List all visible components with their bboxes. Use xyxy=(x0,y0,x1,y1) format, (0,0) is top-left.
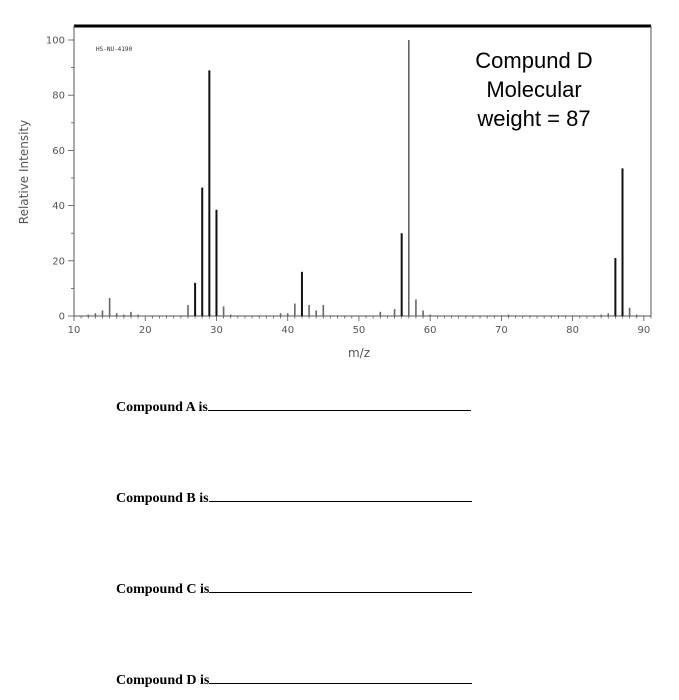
x-tick-label: 60 xyxy=(424,325,437,336)
y-tick-label: 20 xyxy=(52,256,65,267)
annotation-line-3: weight = 87 xyxy=(476,106,590,131)
x-tick-label: 50 xyxy=(353,325,366,336)
question-label: Compound A is xyxy=(116,400,208,415)
x-tick-label: 70 xyxy=(495,325,508,336)
question-compound-c: Compound C is xyxy=(116,582,473,598)
annotation-line-2: Molecular xyxy=(486,77,581,102)
y-tick-label: 60 xyxy=(52,146,65,157)
question-label: Compound B is xyxy=(116,491,209,506)
x-tick-label: 90 xyxy=(638,325,651,336)
spectrum-code-label: HS-NU-4190 xyxy=(96,46,133,53)
answer-blank[interactable] xyxy=(207,400,471,411)
question-label: Compound C is xyxy=(116,582,210,597)
x-tick-label: 40 xyxy=(281,325,294,336)
y-axis-title: Relative Intensity xyxy=(17,120,31,224)
x-tick-label: 10 xyxy=(68,325,81,336)
question-compound-b: Compound B is xyxy=(116,491,472,507)
y-tick-label: 100 xyxy=(46,36,65,47)
question-label: Compound D is xyxy=(116,673,210,688)
x-axis-title: m/z xyxy=(348,346,370,360)
answer-blank[interactable] xyxy=(208,491,472,502)
y-tick-label: 80 xyxy=(52,91,65,102)
answer-blank[interactable] xyxy=(209,582,473,593)
peaks-layer xyxy=(87,40,638,316)
question-compound-a: Compound A is xyxy=(116,400,471,416)
question-compound-d: Compound D is xyxy=(116,673,473,689)
annotation-line-1: Compund D xyxy=(475,48,592,73)
y-tick-label: 40 xyxy=(52,201,65,212)
y-tick-label: 0 xyxy=(59,312,65,323)
axes-layer: 10 20 30 40 50 60 70 80 90 0 20 40 60 80 100 xyxy=(46,24,652,336)
x-tick-label: 80 xyxy=(566,325,579,336)
answer-blank[interactable] xyxy=(209,673,473,684)
mass-spectrum-chart: 10 20 30 40 50 60 70 80 90 0 20 40 60 80 100 HS-NU-419… xyxy=(17,24,652,360)
x-tick-label: 30 xyxy=(210,325,223,336)
x-tick-label: 20 xyxy=(139,325,152,336)
